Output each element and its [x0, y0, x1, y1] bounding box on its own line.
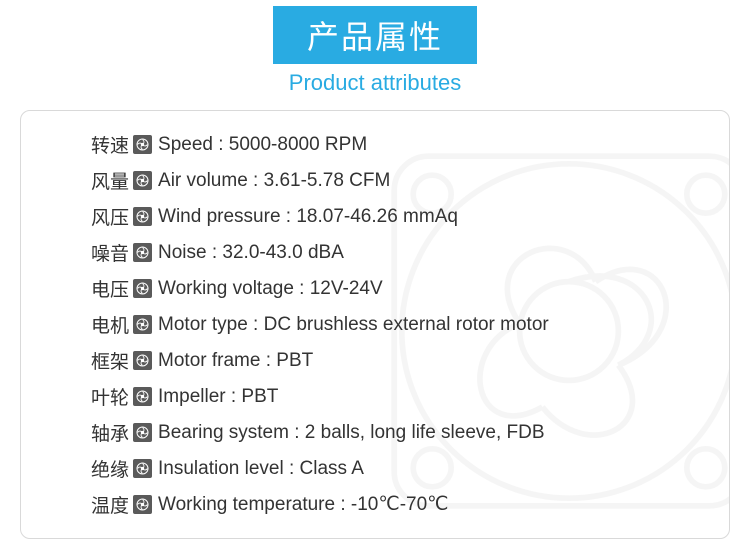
attribute-row: 风量 Air volume : 3.61-5.78 CFM: [91, 167, 701, 194]
attr-label-cn: 轴承: [91, 419, 129, 446]
attr-label-cn: 电压: [91, 275, 129, 302]
attribute-row: 温度 Working temperature : -10℃-70℃: [91, 491, 701, 518]
attributes-list: 转速 Speed : 5000-8000 RPM 风量 Air volume : …: [91, 131, 701, 518]
fan-icon: [133, 207, 152, 226]
attribute-row: 叶轮 Impeller : PBT: [91, 383, 701, 410]
attribute-row: 转速 Speed : 5000-8000 RPM: [91, 131, 701, 158]
attribute-row: 框架 Motor frame : PBT: [91, 347, 701, 374]
attr-label-en: Working temperature : -10℃-70℃: [158, 493, 449, 516]
attribute-row: 轴承 Bearing system : 2 balls, long life s…: [91, 419, 701, 446]
attr-label-cn: 框架: [91, 347, 129, 374]
title-en: Product attributes: [0, 70, 750, 96]
header: 产品属性 Product attributes: [0, 0, 750, 96]
attribute-row: 电压 Working voltage : 12V-24V: [91, 275, 701, 302]
attribute-row: 绝缘 Insulation level : Class A: [91, 455, 701, 482]
attr-label-en: Motor type : DC brushless external rotor…: [158, 314, 549, 336]
title-cn: 产品属性: [273, 6, 477, 64]
attributes-card: 转速 Speed : 5000-8000 RPM 风量 Air volume : …: [20, 110, 730, 539]
attr-label-en: Wind pressure : 18.07-46.26 mmAq: [158, 206, 458, 228]
attr-label-en: Insulation level : Class A: [158, 458, 364, 480]
attr-label-cn: 温度: [91, 491, 129, 518]
attr-label-cn: 绝缘: [91, 455, 129, 482]
attr-label-en: Bearing system : 2 balls, long life slee…: [158, 422, 545, 444]
attribute-row: 噪音 Noise : 32.0-43.0 dBA: [91, 239, 701, 266]
fan-icon: [133, 171, 152, 190]
attr-label-en: Motor frame : PBT: [158, 350, 313, 372]
fan-icon: [133, 315, 152, 334]
attribute-row: 电机 Motor type : DC brushless external ro…: [91, 311, 701, 338]
attr-label-en: Working voltage : 12V-24V: [158, 278, 383, 300]
attr-label-cn: 叶轮: [91, 383, 129, 410]
attr-label-en: Noise : 32.0-43.0 dBA: [158, 242, 344, 264]
fan-icon: [133, 459, 152, 478]
fan-icon: [133, 351, 152, 370]
attr-label-cn: 转速: [91, 131, 129, 158]
attr-label-cn: 噪音: [91, 239, 129, 266]
fan-icon: [133, 495, 152, 514]
fan-icon: [133, 423, 152, 442]
fan-icon: [133, 243, 152, 262]
attr-label-en: Air volume : 3.61-5.78 CFM: [158, 170, 390, 192]
attr-label-cn: 风压: [91, 203, 129, 230]
attr-label-en: Impeller : PBT: [158, 386, 278, 408]
fan-icon: [133, 387, 152, 406]
attribute-row: 风压 Wind pressure : 18.07-46.26 mmAq: [91, 203, 701, 230]
attr-label-cn: 风量: [91, 167, 129, 194]
fan-icon: [133, 135, 152, 154]
attr-label-cn: 电机: [91, 311, 129, 338]
fan-icon: [133, 279, 152, 298]
attr-label-en: Speed : 5000-8000 RPM: [158, 134, 367, 156]
